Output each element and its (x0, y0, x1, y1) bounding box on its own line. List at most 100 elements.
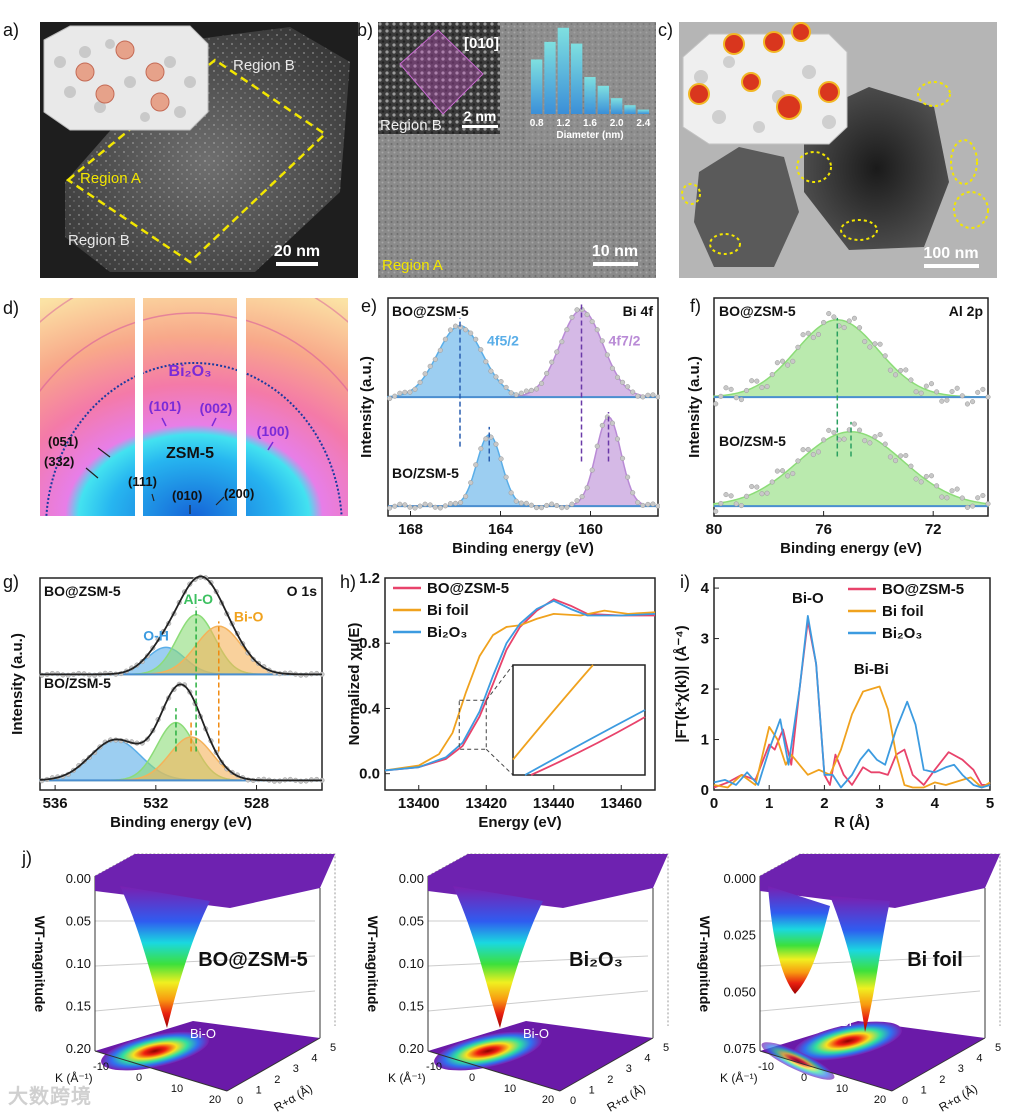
surface-funnel (830, 896, 890, 1032)
r-tick-label: 1 (589, 1084, 595, 1096)
x-tick-label: 160 (578, 521, 603, 538)
x-tick-label: 76 (815, 521, 832, 538)
raw-data-point (625, 384, 631, 390)
raw-data-point (934, 483, 940, 489)
x-tick-label: 13440 (533, 795, 575, 812)
scale-bar-label: 100 nm (923, 245, 978, 262)
component-label: Al-O (184, 591, 214, 607)
zoom-region-box (458, 699, 487, 750)
y-axis-title: Intensity (a.u.) (686, 356, 703, 458)
raw-data-point (402, 502, 408, 508)
raw-data-point (513, 392, 519, 398)
raw-data-point (826, 311, 832, 317)
raw-data-point (754, 378, 760, 384)
raw-data-point (397, 390, 403, 396)
panel-c-tem-image: 100 nm (679, 22, 997, 278)
y-axis-title: |FT(k³χ(k))| (Å⁻⁴) (673, 625, 690, 742)
scale-bar (276, 262, 318, 266)
component-label: Bi-O (234, 608, 264, 624)
panel-e-xps-bi4f: 168 164 160 Binding energy (eV) Intensity (a… (358, 297, 660, 557)
raw-data-point (867, 440, 873, 446)
x-tick-label: 168 (398, 521, 423, 538)
panel-label-f: f) (690, 296, 701, 316)
z-axis-title: WT-magnitude (32, 916, 48, 1013)
zeolite-cube-illustration (43, 25, 209, 131)
raw-data-point (800, 447, 806, 453)
raw-data-point (528, 502, 534, 508)
z-tick-label: 0.025 (723, 928, 756, 943)
peak-annotation: Bi-O (792, 590, 824, 607)
panel-label-a: a) (3, 20, 20, 40)
raw-data-point (427, 363, 433, 369)
raw-data-point (478, 446, 484, 452)
raw-data-point (539, 505, 545, 511)
z-tick-label: 0.00 (399, 871, 424, 886)
z-axis-title: WT-magnitude (365, 916, 381, 1013)
tick-label: 0.8 (530, 118, 544, 129)
panel-label-b: b) (357, 20, 374, 40)
raw-data-point (569, 501, 575, 507)
k-tick-label: -10 (426, 1061, 442, 1073)
raw-data-point (862, 438, 868, 444)
z-tick-label: 0.05 (399, 914, 424, 929)
raw-data-point (594, 327, 600, 333)
raw-data-point (620, 455, 626, 461)
raw-data-point (718, 500, 724, 507)
raw-data-point (417, 379, 423, 385)
panel-label-d: d) (3, 298, 20, 318)
raw-data-point (779, 358, 786, 364)
raw-data-point (528, 387, 534, 393)
raw-data-point (584, 312, 590, 318)
raw-data-point (549, 359, 555, 365)
raw-data-point (483, 436, 489, 442)
y-axis-title: Intensity (a.u.) (358, 356, 375, 458)
core-level-label: O 1s (287, 583, 318, 599)
bi2o3-label: Bi₂O₃ (169, 363, 212, 380)
raw-data-point (959, 393, 965, 399)
raw-data-point (594, 443, 600, 449)
histogram-bar (544, 41, 556, 115)
zeolite-cube-illustration (682, 22, 848, 145)
raw-data-point (749, 378, 755, 384)
series-line (384, 599, 656, 772)
r-axis (559, 1037, 654, 1092)
raw-data-point (723, 492, 729, 498)
raw-data-point (851, 315, 857, 321)
raw-data-point (738, 397, 744, 403)
zoom-connector (485, 664, 514, 701)
histogram-bar (584, 77, 596, 114)
axis-label: Diameter (nm) (556, 130, 623, 141)
k-axis (427, 1050, 561, 1092)
raw-data-point (831, 429, 837, 436)
raw-data-point (442, 336, 448, 342)
raw-data-point (913, 476, 919, 482)
raw-data-point (810, 334, 816, 341)
raw-data-point (523, 500, 529, 506)
raw-data-point (898, 367, 904, 374)
raw-data-point (533, 386, 540, 392)
r-tick-label: 5 (330, 1042, 336, 1054)
x-tick-label: 3 (875, 795, 883, 812)
raw-data-point (655, 394, 660, 400)
raw-data-point (407, 504, 413, 510)
raw-data-point (488, 368, 494, 374)
inset-region-label: Region B (380, 117, 442, 134)
raw-data-point (508, 390, 514, 396)
scale-bar (924, 264, 979, 268)
panel-j-wavelet-bi2o3: 0.000.050.100.150.20WT-magnitude-1001020… (365, 853, 669, 1114)
raw-data-point (609, 365, 615, 371)
raw-data-point (569, 314, 575, 320)
raw-data-point (790, 471, 796, 477)
y-tick-label: 0.8 (359, 635, 380, 652)
raw-data-point (452, 323, 459, 329)
raw-data-point (640, 502, 646, 508)
inset-line-bi2o3 (524, 709, 646, 776)
plane-label: (100) (257, 423, 290, 439)
legend-label: Bi₂O₃ (882, 625, 922, 642)
raw-data-point (645, 501, 651, 507)
raw-data-point (609, 420, 615, 426)
y-tick-label: 4 (701, 580, 710, 597)
raw-data-point (831, 314, 837, 320)
inset-scale-bar-label: 2 nm (464, 108, 497, 124)
r-tick-label: 4 (976, 1053, 982, 1065)
